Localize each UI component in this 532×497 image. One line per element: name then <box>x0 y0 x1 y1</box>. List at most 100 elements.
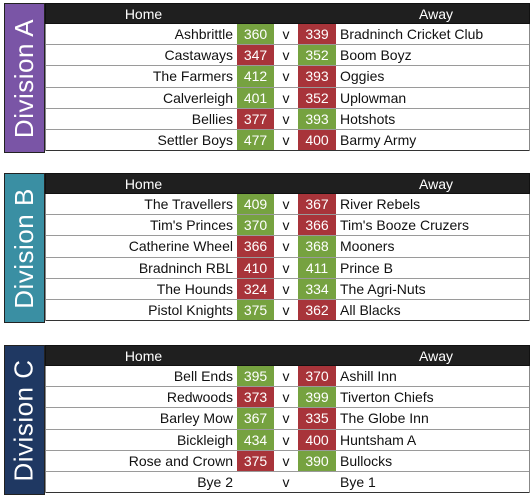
division-c-table: Home Away Bell Ends 395 v 370 Ashill Inn Red… <box>45 345 530 494</box>
match-row: Bell Ends 395 v 370 Ashill Inn <box>46 366 529 388</box>
versus-label: v <box>282 47 290 64</box>
away-team-name: Boom Boyz <box>340 47 412 64</box>
away-team-name: Prince B <box>340 259 393 276</box>
away-team-name: Tim's Booze Cruzers <box>340 217 469 234</box>
home-score: 401 <box>237 87 274 108</box>
away-score: 399 <box>298 387 336 408</box>
home-team-name: Bickleigh <box>176 431 233 448</box>
home-team-name: Tim's Princes <box>149 217 233 234</box>
home-team-name: Bye 2 <box>197 474 233 491</box>
home-score: 412 <box>237 66 274 87</box>
home-team-name: Ashbrittle <box>174 26 233 43</box>
home-score <box>237 472 274 492</box>
versus-label: v <box>282 110 290 127</box>
match-row: Rose and Crown 375 v 390 Bullocks <box>46 450 529 472</box>
away-score: 400 <box>298 429 336 450</box>
home-score: 366 <box>237 236 274 257</box>
home-team-name: Pistol Knights <box>148 302 233 319</box>
versus-label: v <box>282 238 290 255</box>
away-score: 370 <box>298 366 336 387</box>
match-row: The Travellers 409 v 367 River Rebels <box>46 194 529 216</box>
away-team-name: Bye 1 <box>340 474 376 491</box>
home-score: 324 <box>237 278 274 299</box>
versus-label: v <box>282 431 290 448</box>
away-team-name: Barmy Army <box>340 132 417 149</box>
away-score: 339 <box>298 24 336 45</box>
match-row: Ashbrittle 360 v 339 Bradninch Cricket Club <box>46 24 529 46</box>
versus-label: v <box>282 89 290 106</box>
versus-label: v <box>282 132 290 149</box>
home-column-header: Home <box>124 348 163 364</box>
division-a-label-panel: Division A <box>4 3 45 153</box>
away-team-name: River Rebels <box>340 196 421 213</box>
away-column-header: Away <box>419 176 453 192</box>
away-score: 368 <box>298 236 336 257</box>
match-row: Bickleigh 434 v 400 Huntsham A <box>46 429 529 451</box>
division-b-rows: The Travellers 409 v 367 River Rebels Tim's … <box>45 194 530 322</box>
away-score: 367 <box>298 194 336 215</box>
home-team-name: The Travellers <box>144 196 233 213</box>
away-score: 390 <box>298 450 336 471</box>
division-b-header: Home Away <box>45 173 530 194</box>
home-score: 409 <box>237 194 274 215</box>
versus-label: v <box>282 410 290 427</box>
home-team-name: Redwoods <box>166 389 233 406</box>
home-score: 367 <box>237 408 274 429</box>
division-a-rows: Ashbrittle 360 v 339 Bradninch Cricket Club … <box>45 24 530 152</box>
home-team-name: Bellies <box>191 110 233 127</box>
away-score: 400 <box>298 129 336 151</box>
home-team-name: Rose and Crown <box>128 452 233 469</box>
away-team-name: The Globe Inn <box>340 410 429 427</box>
away-team-name: Uplowman <box>340 89 407 106</box>
home-score: 410 <box>237 257 274 278</box>
match-row: Catherine Wheel 366 v 368 Mooners <box>46 236 529 258</box>
match-row: Tim's Princes 370 v 366 Tim's Booze Cruzers <box>46 215 529 237</box>
match-row: Redwoods 373 v 399 Tiverton Chiefs <box>46 387 529 409</box>
away-score: 334 <box>298 278 336 299</box>
versus-label: v <box>282 217 290 234</box>
division-a-title: Division A <box>9 18 39 138</box>
home-score: 434 <box>237 429 274 450</box>
away-team-name: All Blacks <box>340 302 401 319</box>
home-team-name: Barley Mow <box>159 410 233 427</box>
away-team-name: Huntsham A <box>340 431 417 448</box>
home-score: 370 <box>237 215 274 236</box>
match-row: The Farmers 412 v 393 Oggies <box>46 66 529 88</box>
match-row: Bye 2 v Bye 1 <box>46 472 529 494</box>
division-a-header: Home Away <box>45 3 530 24</box>
versus-label: v <box>282 26 290 43</box>
home-score: 395 <box>237 366 274 387</box>
home-score: 347 <box>237 45 274 66</box>
home-team-name: Bradninch RBL <box>138 259 233 276</box>
home-score: 375 <box>237 450 274 471</box>
away-team-name: Hotshots <box>340 110 396 127</box>
division-c-title: Division C <box>9 358 39 482</box>
versus-label: v <box>282 196 290 213</box>
match-row: Barley Mow 367 v 335 The Globe Inn <box>46 408 529 430</box>
match-row: Calverleigh 401 v 352 Uplowman <box>46 87 529 109</box>
home-team-name: The Farmers <box>152 68 233 85</box>
home-score: 360 <box>237 24 274 45</box>
away-score: 362 <box>298 299 336 321</box>
match-row: The Hounds 324 v 334 The Agri-Nuts <box>46 278 529 300</box>
home-team-name: The Hounds <box>156 280 233 297</box>
match-row: Bradninch RBL 410 v 411 Prince B <box>46 257 529 279</box>
division-a-table: Home Away Ashbrittle 360 v 339 Bradninch Cri… <box>45 3 530 152</box>
home-column-header: Home <box>124 176 163 192</box>
away-score: 335 <box>298 408 336 429</box>
home-team-name: Calverleigh <box>162 89 233 106</box>
versus-label: v <box>282 452 290 469</box>
away-score: 411 <box>298 257 336 278</box>
away-column-header: Away <box>419 348 453 364</box>
versus-label: v <box>282 280 290 297</box>
match-row: Pistol Knights 375 v 362 All Blacks <box>46 299 529 322</box>
match-row: Settler Boys 477 v 400 Barmy Army <box>46 129 529 152</box>
away-team-name: The Agri-Nuts <box>340 280 426 297</box>
division-b-table: Home Away The Travellers 409 v 367 River Reb… <box>45 173 530 322</box>
match-row: Bellies 377 v 393 Hotshots <box>46 108 529 130</box>
away-team-name: Oggies <box>340 68 385 85</box>
home-team-name: Castaways <box>164 47 233 64</box>
versus-label: v <box>282 302 290 319</box>
home-score: 375 <box>237 299 274 321</box>
away-score: 352 <box>298 87 336 108</box>
